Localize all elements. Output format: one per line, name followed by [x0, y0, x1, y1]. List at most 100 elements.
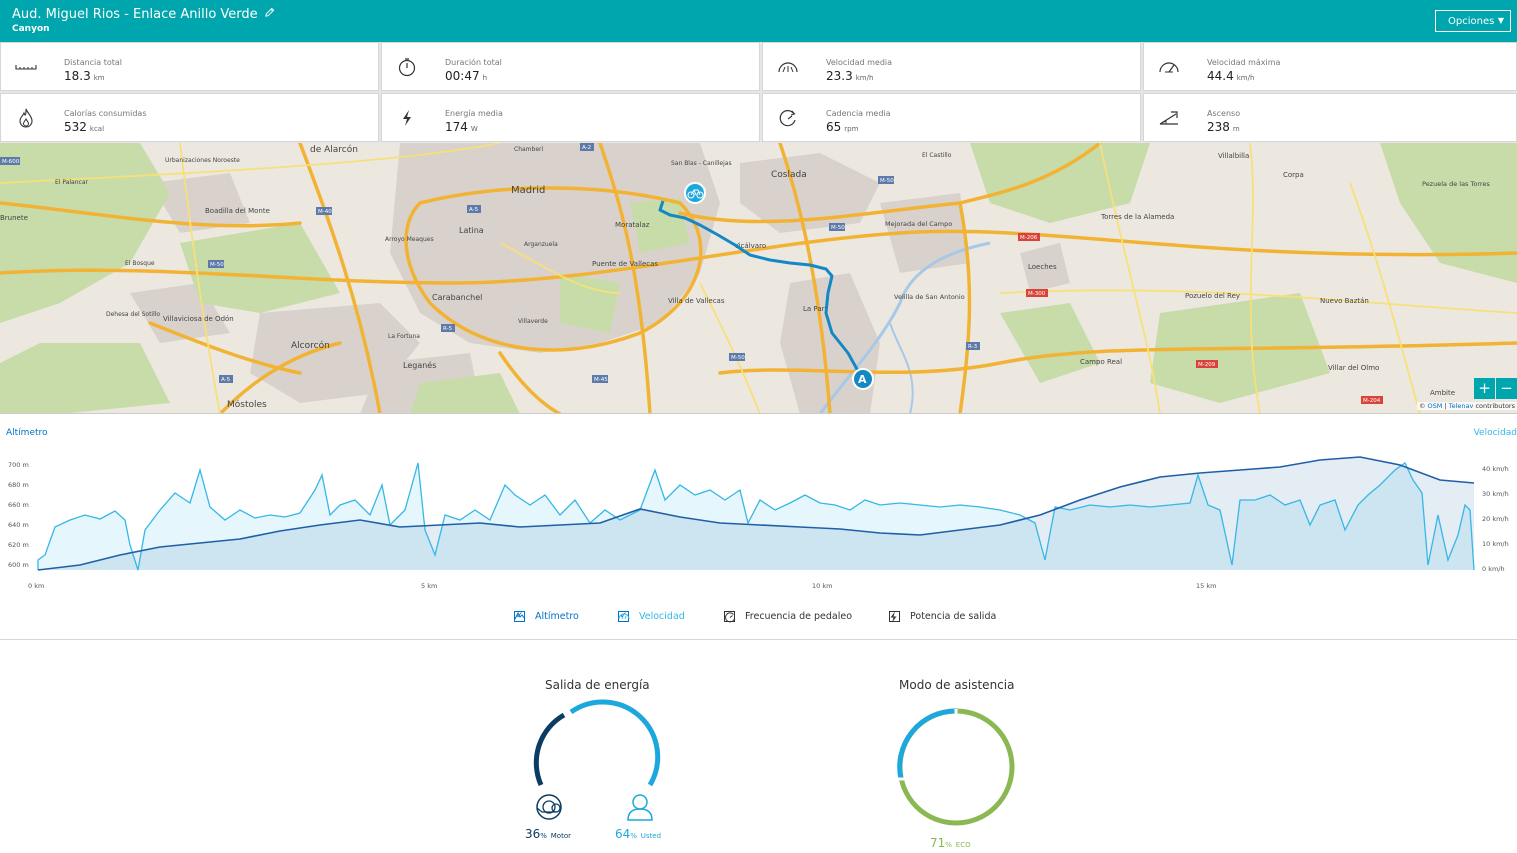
map-label: Chamberí [514, 146, 543, 153]
stat-label: Cadencia media [826, 109, 891, 118]
motor-icon [536, 794, 562, 820]
map-label: Vicálvaro [734, 242, 766, 250]
speed-area [38, 463, 1474, 570]
svg-text:A: A [858, 373, 867, 386]
zoom-out-button[interactable]: − [1496, 378, 1517, 399]
map-label: El Bosque [125, 260, 155, 267]
y-tick-left: 700 m [8, 461, 29, 469]
x-tick: 15 km [1196, 582, 1216, 590]
x-tick: 10 km [812, 582, 832, 590]
ruler-icon [13, 55, 39, 79]
stat-label: Velocidad media [826, 58, 893, 67]
summary-panels: Salida de energía Modo de asistencia 36%… [0, 641, 1517, 853]
legend-potencia[interactable]: Potencia de salida [889, 611, 996, 623]
map-label: Latina [459, 226, 484, 235]
map-label: Mejorada del Campo [885, 220, 952, 228]
stats-grid: Distancia total 18.3 km Duración total 00… [0, 42, 1517, 143]
map-label: Villa de Vallecas [668, 297, 725, 305]
road-shield: M-206 [1020, 235, 1038, 241]
y-tick-left: 640 m [8, 521, 29, 529]
options-button[interactable]: Opciones ▼ [1435, 10, 1511, 32]
map-label: Villaverde [518, 318, 548, 325]
eco-percentage: 71% ECO [930, 836, 971, 850]
road-shield: A-2 [582, 145, 591, 151]
energy-motor-arc [533, 712, 566, 787]
speed-line [37, 462, 1475, 571]
ride-title: Aud. Miguel Rios - Enlace Anillo Verde [12, 7, 275, 22]
y-tick-right: 20 km/h [1482, 515, 1509, 523]
map-label: Carabanchel [432, 293, 482, 302]
app-header: Aud. Miguel Rios - Enlace Anillo Verde C… [0, 0, 1517, 42]
map-attribution: © OSM | Telenav contributors [1416, 402, 1517, 410]
stat-value: 00:47 h [445, 69, 488, 83]
map-label: La Fortuna [388, 333, 420, 340]
road-shield: A-5 [221, 377, 231, 383]
legend-velocidad[interactable]: ✓ Velocidad [618, 611, 685, 622]
map-label: Arganzuela [524, 241, 558, 248]
map-label: Villar del Olmo [1328, 364, 1379, 372]
stat-value: 532 kcal [64, 120, 105, 134]
map-label: Pozuelo del Rey [1185, 292, 1240, 300]
road-shield: A-5 [469, 207, 479, 213]
legend-frecuencia[interactable]: Frecuencia de pedaleo [724, 611, 853, 623]
speedometer-max-icon [1156, 55, 1182, 79]
stat-calories: Calorías consumidas 532 kcal [0, 93, 379, 142]
stat-ascent: Ascenso 238 m [1143, 93, 1517, 142]
stat-label: Ascenso [1207, 109, 1241, 118]
map-label: Corpa [1283, 171, 1304, 179]
caret-down-icon: ▼ [1497, 16, 1504, 25]
y-tick-right: 10 km/h [1482, 540, 1509, 548]
road-shield: R-5 [443, 326, 453, 332]
user-percentage: 64% Usted [615, 827, 662, 841]
map-label: Ambite [1430, 389, 1455, 397]
route-map[interactable]: Madrid Coslada Latina Moratalaz Vicálvar… [0, 143, 1517, 414]
bike-marker-icon [684, 182, 706, 204]
road-shield: M-40 [318, 209, 332, 215]
legend-label: Frecuencia de pedaleo [745, 611, 853, 622]
stat-value: 18.3 km [64, 69, 105, 83]
map-label: Campo Real [1080, 358, 1122, 366]
map-label: Torres de la Alameda [1100, 213, 1174, 221]
map-label: Velilla de San Antonio [894, 293, 965, 301]
map-labels: Madrid Coslada Latina Moratalaz Vicálvar… [0, 144, 1490, 410]
marker-a-icon: A [852, 368, 874, 390]
chart-svg[interactable]: 700 m 680 m 660 m 640 m 620 m 600 m 40 k… [0, 415, 1517, 610]
potencia-checkbox[interactable] [889, 611, 900, 622]
legend-altimetro[interactable]: ✓ Altímetro [514, 611, 579, 622]
y-tick-left: 680 m [8, 481, 29, 489]
stat-label: Velocidad máxima [1207, 58, 1281, 67]
stat-value: 44.4 km/h [1207, 69, 1255, 83]
donut-charts [533, 699, 1015, 826]
stat-avg-cadence: Cadencia media 65 rpm [762, 93, 1141, 142]
legend-label: Velocidad [639, 611, 685, 622]
map-canvas[interactable]: Madrid Coslada Latina Moratalaz Vicálvar… [0, 143, 1517, 414]
y-tick-right: 0 km/h [1482, 565, 1505, 573]
osm-link[interactable]: OSM [1427, 402, 1443, 410]
road-shield: M-50 [880, 178, 894, 184]
x-tick: 5 km [421, 582, 437, 590]
map-label: Boadilla del Monte [205, 207, 270, 215]
map-label: Móstoles [227, 399, 267, 410]
route-line [658, 200, 864, 380]
stat-avg-power: Energía media 174 W [381, 93, 760, 142]
map-label: Nuevo Baztán [1320, 297, 1369, 305]
road-shield: M-600 [2, 159, 20, 165]
y-tick-left: 660 m [8, 501, 29, 509]
pencil-icon[interactable] [264, 7, 275, 22]
telenav-link[interactable]: Telenav [1448, 402, 1474, 410]
road-shield: M-209 [1198, 362, 1216, 368]
road-shield: M-300 [1028, 291, 1046, 297]
energy-user-arc [569, 699, 661, 787]
map-label: La Part [803, 305, 827, 313]
map-label: Villaviciosa de Odón [163, 315, 234, 323]
speed-axis-title: Velocidad [1473, 428, 1517, 438]
motor-percentage: 36% Motor [525, 827, 571, 841]
zoom-in-button[interactable]: + [1474, 378, 1495, 399]
map-label: Puente de Vallecas [592, 260, 658, 268]
map-label: Pezuela de las Torres [1422, 180, 1490, 188]
stat-label: Calorías consumidas [64, 109, 147, 118]
options-label: Opciones [1448, 15, 1495, 27]
y-tick-left: 620 m [8, 541, 29, 549]
map-label: Leganés [403, 360, 436, 370]
map-label: Dehesa del Sotillo [106, 311, 160, 318]
